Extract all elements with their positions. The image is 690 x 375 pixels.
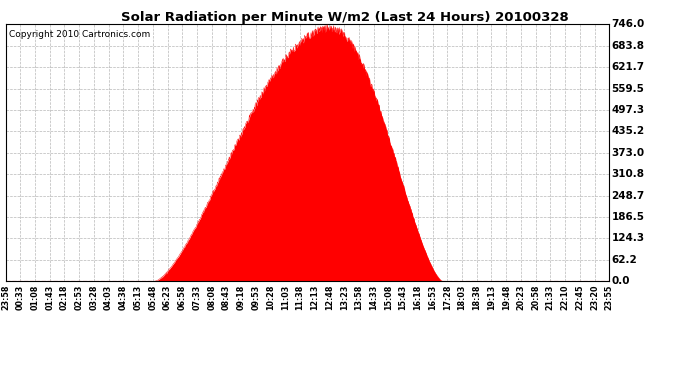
Text: 19:13: 19:13 xyxy=(487,285,496,310)
Text: 01:43: 01:43 xyxy=(46,285,55,310)
Text: 19:48: 19:48 xyxy=(502,285,511,310)
Text: 683.8: 683.8 xyxy=(611,41,644,51)
Text: 16:53: 16:53 xyxy=(428,285,437,310)
Text: Solar Radiation per Minute W/m2 (Last 24 Hours) 20100328: Solar Radiation per Minute W/m2 (Last 24… xyxy=(121,11,569,24)
Text: 03:28: 03:28 xyxy=(90,285,99,310)
Text: 13:23: 13:23 xyxy=(339,285,348,310)
Text: 12:13: 12:13 xyxy=(310,285,319,310)
Text: 16:18: 16:18 xyxy=(413,285,422,310)
Text: 17:28: 17:28 xyxy=(443,285,452,310)
Text: 22:10: 22:10 xyxy=(560,285,569,310)
Text: 11:38: 11:38 xyxy=(295,285,304,310)
Text: 186.5: 186.5 xyxy=(611,212,644,222)
Text: 12:48: 12:48 xyxy=(325,285,334,310)
Text: 20:23: 20:23 xyxy=(516,285,525,310)
Text: Copyright 2010 Cartronics.com: Copyright 2010 Cartronics.com xyxy=(8,30,150,39)
Text: 09:18: 09:18 xyxy=(237,285,246,310)
Text: 435.2: 435.2 xyxy=(611,126,644,136)
Text: 559.5: 559.5 xyxy=(611,84,644,94)
Text: 23:58: 23:58 xyxy=(1,285,10,310)
Text: 746.0: 746.0 xyxy=(611,20,644,29)
Text: 62.2: 62.2 xyxy=(611,255,637,265)
Text: 248.7: 248.7 xyxy=(611,190,644,201)
Text: 06:58: 06:58 xyxy=(178,285,187,310)
Text: 11:03: 11:03 xyxy=(281,285,290,310)
Text: 18:03: 18:03 xyxy=(457,285,466,310)
Text: 23:55: 23:55 xyxy=(604,285,614,310)
Text: 08:08: 08:08 xyxy=(207,285,216,310)
Text: 497.3: 497.3 xyxy=(611,105,644,115)
Text: 07:33: 07:33 xyxy=(193,285,201,310)
Text: 124.3: 124.3 xyxy=(611,234,644,243)
Text: 08:43: 08:43 xyxy=(222,285,231,310)
Text: 20:58: 20:58 xyxy=(531,285,540,310)
Text: 09:53: 09:53 xyxy=(251,285,260,310)
Text: 15:08: 15:08 xyxy=(384,285,393,310)
Text: 06:23: 06:23 xyxy=(163,285,172,310)
Text: 05:48: 05:48 xyxy=(148,285,157,310)
Text: 04:38: 04:38 xyxy=(119,285,128,310)
Text: 23:20: 23:20 xyxy=(590,285,599,310)
Text: 04:03: 04:03 xyxy=(104,285,113,310)
Text: 18:38: 18:38 xyxy=(472,285,481,310)
Text: 0.0: 0.0 xyxy=(611,276,630,286)
Text: 13:58: 13:58 xyxy=(355,285,364,310)
Text: 621.7: 621.7 xyxy=(611,62,644,72)
Text: 15:43: 15:43 xyxy=(399,285,408,310)
Text: 01:08: 01:08 xyxy=(30,285,39,310)
Text: 21:33: 21:33 xyxy=(546,285,555,310)
Text: 10:28: 10:28 xyxy=(266,285,275,310)
Text: 02:18: 02:18 xyxy=(60,285,69,310)
Text: 373.0: 373.0 xyxy=(611,148,644,158)
Text: 00:33: 00:33 xyxy=(16,285,25,310)
Text: 22:45: 22:45 xyxy=(575,285,584,310)
Text: 14:33: 14:33 xyxy=(369,285,378,310)
Text: 310.8: 310.8 xyxy=(611,169,644,179)
Text: 05:13: 05:13 xyxy=(134,285,143,310)
Text: 02:53: 02:53 xyxy=(75,285,83,310)
